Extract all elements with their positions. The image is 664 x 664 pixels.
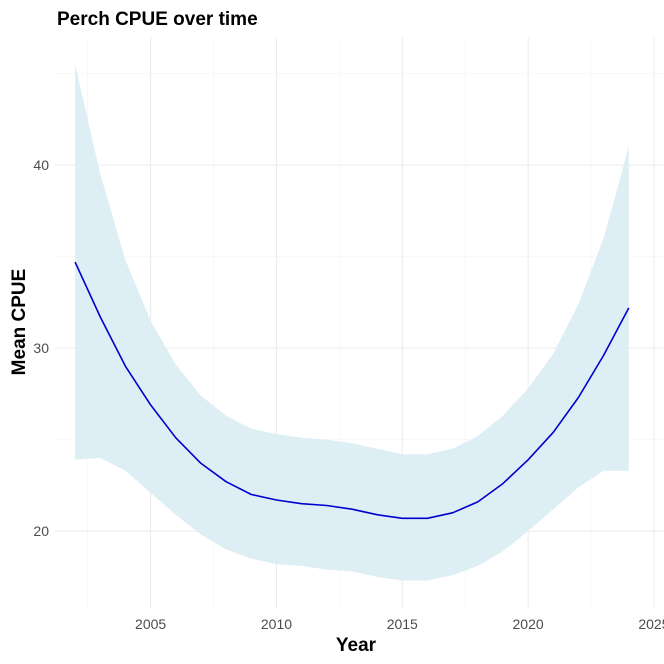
x-tick-label: 2025 [638, 616, 664, 632]
y-tick-label: 40 [33, 157, 49, 173]
y-tick-label: 30 [33, 340, 49, 356]
confidence-band [75, 64, 629, 581]
series-layer [74, 261, 630, 520]
tick-labels: 20052010201520202025203040 [33, 157, 664, 632]
x-axis-title: Year [336, 635, 377, 656]
y-tick-label: 20 [33, 523, 49, 539]
x-tick-label: 2015 [387, 616, 418, 632]
y-axis-title: Mean CPUE [9, 269, 30, 376]
confidence-band-layer [75, 64, 629, 581]
x-tick-label: 2005 [135, 616, 166, 632]
x-tick-label: 2010 [261, 616, 292, 632]
x-tick-label: 2020 [513, 616, 544, 632]
series-line [74, 261, 630, 520]
chart-title: Perch CPUE over time [57, 9, 258, 30]
